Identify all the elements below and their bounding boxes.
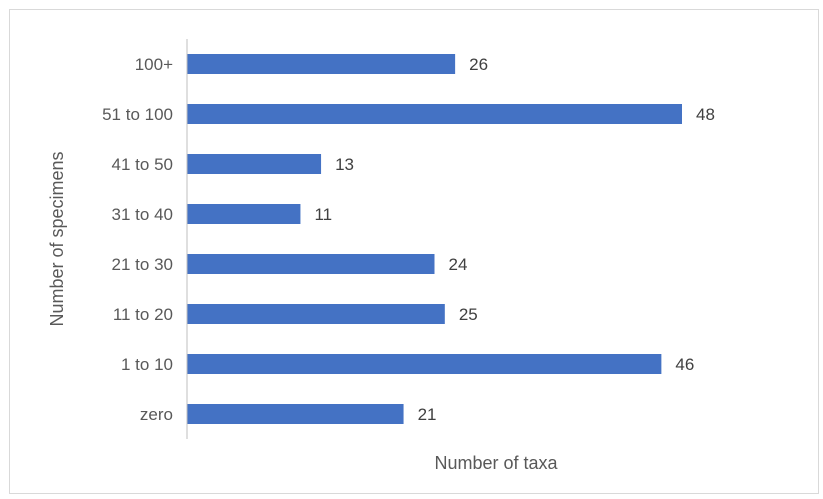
data-label-7: 26 xyxy=(469,55,488,74)
y-tick-label-0: zero xyxy=(140,405,173,424)
data-label-0: 21 xyxy=(418,405,437,424)
data-label-2: 25 xyxy=(459,305,478,324)
data-label-4: 11 xyxy=(314,205,332,224)
data-label-1: 46 xyxy=(675,355,694,374)
bar-6 xyxy=(187,104,682,124)
data-label-5: 13 xyxy=(335,155,354,174)
y-tick-label-3: 21 to 30 xyxy=(112,255,173,274)
bar-4 xyxy=(187,204,301,224)
y-tick-label-2: 11 to 20 xyxy=(113,305,173,324)
data-label-3: 24 xyxy=(449,255,468,274)
y-tick-label-4: 31 to 40 xyxy=(112,205,173,224)
y-tick-label-5: 41 to 50 xyxy=(112,155,173,174)
y-tick-label-6: 51 to 100 xyxy=(102,105,173,124)
bar-3 xyxy=(187,254,435,274)
bars-layer xyxy=(187,54,682,424)
bar-chart: 21 zero 46 1 to 10 25 11 to 20 24 21 to 30 11 31 … xyxy=(47,39,715,473)
labels-layer: 21 zero 46 1 to 10 25 11 to 20 24 21 to 30 11 31 … xyxy=(102,55,715,424)
bar-2 xyxy=(187,304,445,324)
y-axis-title: Number of specimens xyxy=(47,151,67,326)
x-axis-title: Number of taxa xyxy=(434,453,558,473)
bar-1 xyxy=(187,354,662,374)
y-tick-label-1: 1 to 10 xyxy=(121,355,173,374)
chart-frame: 21 zero 46 1 to 10 25 11 to 20 24 21 to 30 11 31 … xyxy=(9,9,819,494)
bar-7 xyxy=(187,54,456,74)
bar-0 xyxy=(187,404,404,424)
bar-5 xyxy=(187,154,322,174)
y-tick-label-7: 100+ xyxy=(135,55,173,74)
data-label-6: 48 xyxy=(696,105,715,124)
